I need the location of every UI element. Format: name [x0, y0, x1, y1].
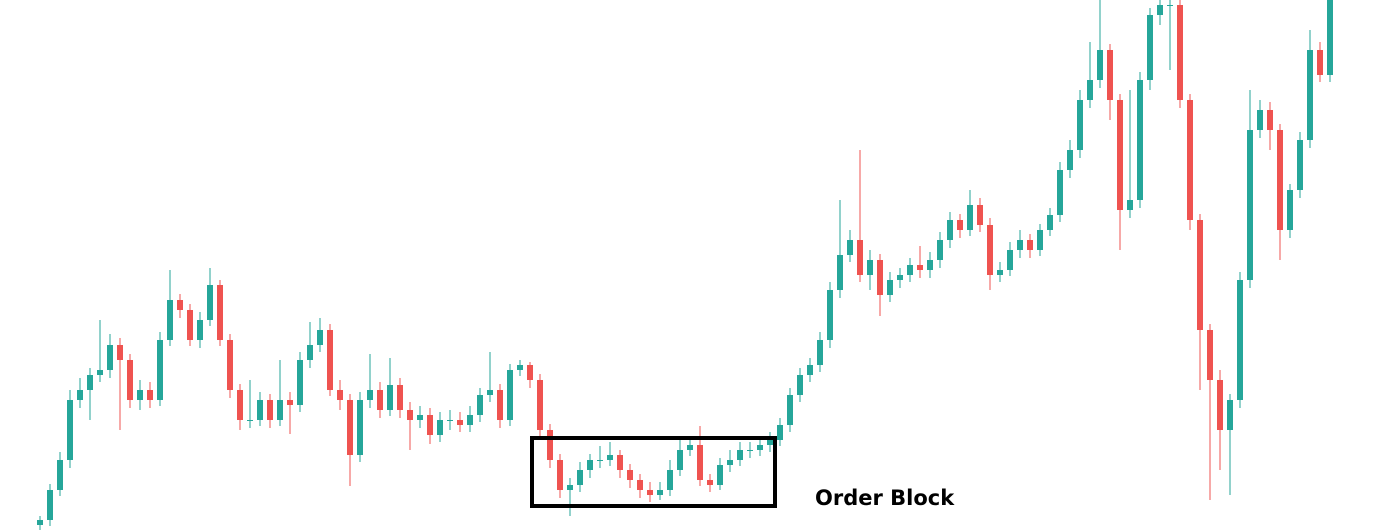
order-block-box	[530, 436, 777, 508]
annotation: Order Block	[815, 486, 955, 510]
